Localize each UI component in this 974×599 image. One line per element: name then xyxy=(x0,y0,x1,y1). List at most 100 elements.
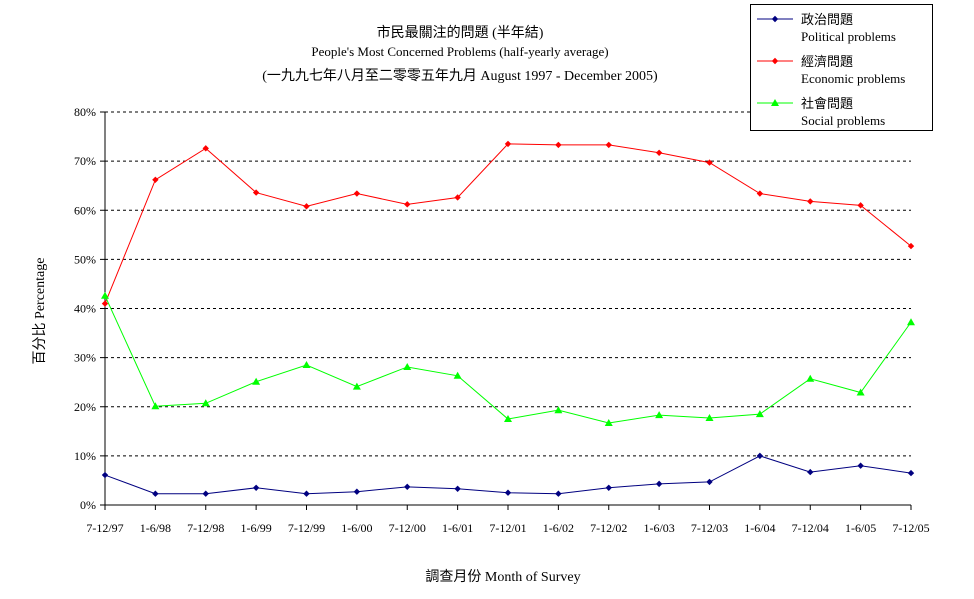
data-point xyxy=(857,202,864,209)
y-axis-label: 百分比 Percentage xyxy=(32,258,48,365)
x-tick-label: 1-6/05 xyxy=(845,521,876,535)
data-point xyxy=(604,418,613,426)
y-tick-label: 80% xyxy=(74,105,96,119)
legend-label-en: Political problems xyxy=(801,29,896,44)
data-series xyxy=(101,140,915,497)
x-tick-label: 7-12/05 xyxy=(892,521,929,535)
data-point xyxy=(806,374,815,382)
y-tick-label: 20% xyxy=(74,400,96,414)
data-point xyxy=(252,484,260,492)
gridlines xyxy=(105,111,911,457)
x-tick-label: 7-12/99 xyxy=(288,521,325,535)
legend-label: 政治問題 xyxy=(801,12,853,27)
data-point xyxy=(302,360,311,368)
data-point xyxy=(655,411,664,419)
data-point xyxy=(453,371,462,379)
data-point xyxy=(504,489,512,496)
x-tick-labels: 7-12/97 1-6/98 7-12/98 1-6/99 7-12/99 1-6/00 7… xyxy=(86,521,929,535)
data-point xyxy=(404,201,411,208)
data-point xyxy=(101,291,109,299)
x-tick-label: 7-12/03 xyxy=(691,521,728,535)
series-line xyxy=(104,295,912,424)
chart-subtitle-dates: (一九九七年八月至二零零五年九月 August 1997 - December … xyxy=(262,69,658,84)
data-point xyxy=(755,410,764,418)
data-point xyxy=(706,478,713,486)
series-group xyxy=(101,291,915,426)
data-point xyxy=(504,415,512,423)
data-point xyxy=(771,99,779,106)
data-point xyxy=(303,203,310,210)
chart-title: 市民最關注的問題 (半年結) xyxy=(376,26,544,41)
series-line xyxy=(104,143,912,304)
legend-entry: 經濟問題 Economic problems xyxy=(757,54,905,86)
data-point xyxy=(101,300,109,307)
series-line xyxy=(104,455,912,495)
data-point xyxy=(555,141,562,149)
data-point xyxy=(403,362,412,370)
y-tick-label: 0% xyxy=(80,498,96,512)
data-point xyxy=(504,140,512,148)
legend-entry: 政治問題 Political problems xyxy=(757,12,896,44)
data-point xyxy=(705,414,714,422)
data-point xyxy=(706,159,713,166)
data-point xyxy=(101,471,109,479)
data-point xyxy=(756,452,764,460)
data-point xyxy=(907,318,915,326)
chart-legend: 政治問題 Political problems 經濟問題 Economic probl… xyxy=(750,4,933,131)
x-tick-label: 7-12/04 xyxy=(792,521,829,535)
data-point xyxy=(655,149,663,156)
x-tick-label: 1-6/01 xyxy=(442,521,473,535)
x-tick-label: 1-6/02 xyxy=(543,521,574,535)
data-point xyxy=(771,57,779,65)
x-tick-label: 7-12/98 xyxy=(187,521,224,535)
chart-subtitle: People's Most Concerned Problems (half-y… xyxy=(311,44,609,59)
data-point xyxy=(404,483,411,491)
data-point xyxy=(152,490,159,497)
data-point xyxy=(454,485,461,492)
y-tick-label: 10% xyxy=(74,449,96,463)
y-tick-label: 70% xyxy=(74,154,96,168)
data-point xyxy=(605,141,612,149)
data-point xyxy=(554,406,563,414)
data-point xyxy=(202,490,209,497)
legend-svg: 政治問題 Political problems 經濟問題 Economic probl… xyxy=(757,12,905,128)
data-point xyxy=(252,189,260,196)
y-tick-label: 50% xyxy=(74,252,96,266)
legend-label: 社會問題 xyxy=(801,96,853,111)
data-point xyxy=(152,176,159,183)
x-tick-label: 1-6/99 xyxy=(240,521,271,535)
y-tick-label: 30% xyxy=(74,351,96,365)
x-tick-label: 7-12/97 xyxy=(86,521,123,535)
data-point xyxy=(555,490,562,497)
data-point xyxy=(856,388,865,396)
x-tick-label: 1-6/00 xyxy=(341,521,372,535)
data-point xyxy=(353,488,361,495)
data-point xyxy=(353,190,361,197)
data-point xyxy=(807,468,814,476)
x-tick-label: 7-12/02 xyxy=(590,521,627,535)
data-point xyxy=(352,382,361,390)
data-point xyxy=(807,198,814,205)
legend-label: 經濟問題 xyxy=(801,54,853,69)
x-axis-label: 調查月份 Month of Survey xyxy=(425,569,580,585)
y-tick-label: 60% xyxy=(74,203,96,217)
data-point xyxy=(303,490,310,497)
data-point xyxy=(151,402,160,410)
data-point xyxy=(756,190,764,197)
axes xyxy=(100,111,912,510)
data-point xyxy=(454,194,461,201)
series-group xyxy=(101,140,915,307)
y-tick-label: 40% xyxy=(74,302,96,316)
legend-entry: 社會問題 Social problems xyxy=(757,96,885,128)
series-group xyxy=(101,452,915,497)
x-tick-label: 1-6/04 xyxy=(744,521,775,535)
data-point xyxy=(605,484,612,492)
legend-label-en: Social problems xyxy=(801,113,885,128)
x-tick-label: 7-12/00 xyxy=(389,521,426,535)
legend-label-en: Economic problems xyxy=(801,71,905,86)
data-point xyxy=(907,242,915,250)
data-point xyxy=(655,480,663,488)
data-point xyxy=(202,145,209,152)
data-point xyxy=(907,469,915,477)
